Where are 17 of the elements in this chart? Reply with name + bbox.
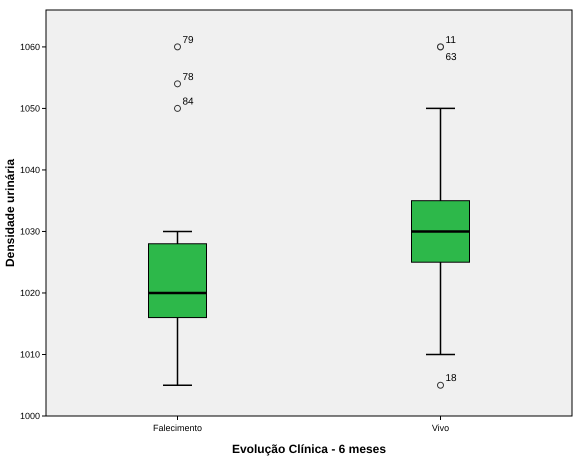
y-tick-label: 1060 [20, 42, 40, 52]
annotation: 84 [182, 96, 194, 108]
y-tick-label: 1050 [20, 104, 40, 114]
x-axis-title: Evolução Clínica - 6 meses [232, 442, 386, 456]
x-tick-label: Falecimento [152, 423, 202, 433]
x-tick-label: Vivo [432, 423, 450, 433]
annotation: 18 [446, 373, 458, 384]
annotation: 11 [446, 34, 456, 46]
y-axis-title: Densidade urinária [3, 158, 17, 268]
y-tick-label: 1000 [20, 411, 40, 422]
annotation: 78 [182, 72, 194, 83]
annotation: 63 [446, 52, 458, 63]
y-tick-label: 1040 [20, 165, 40, 176]
y-tick-label: 1010 [20, 350, 40, 360]
annotation: 79 [182, 34, 194, 46]
y-tick-label: 1030 [20, 226, 40, 237]
y-tick-label: 1020 [20, 288, 40, 298]
